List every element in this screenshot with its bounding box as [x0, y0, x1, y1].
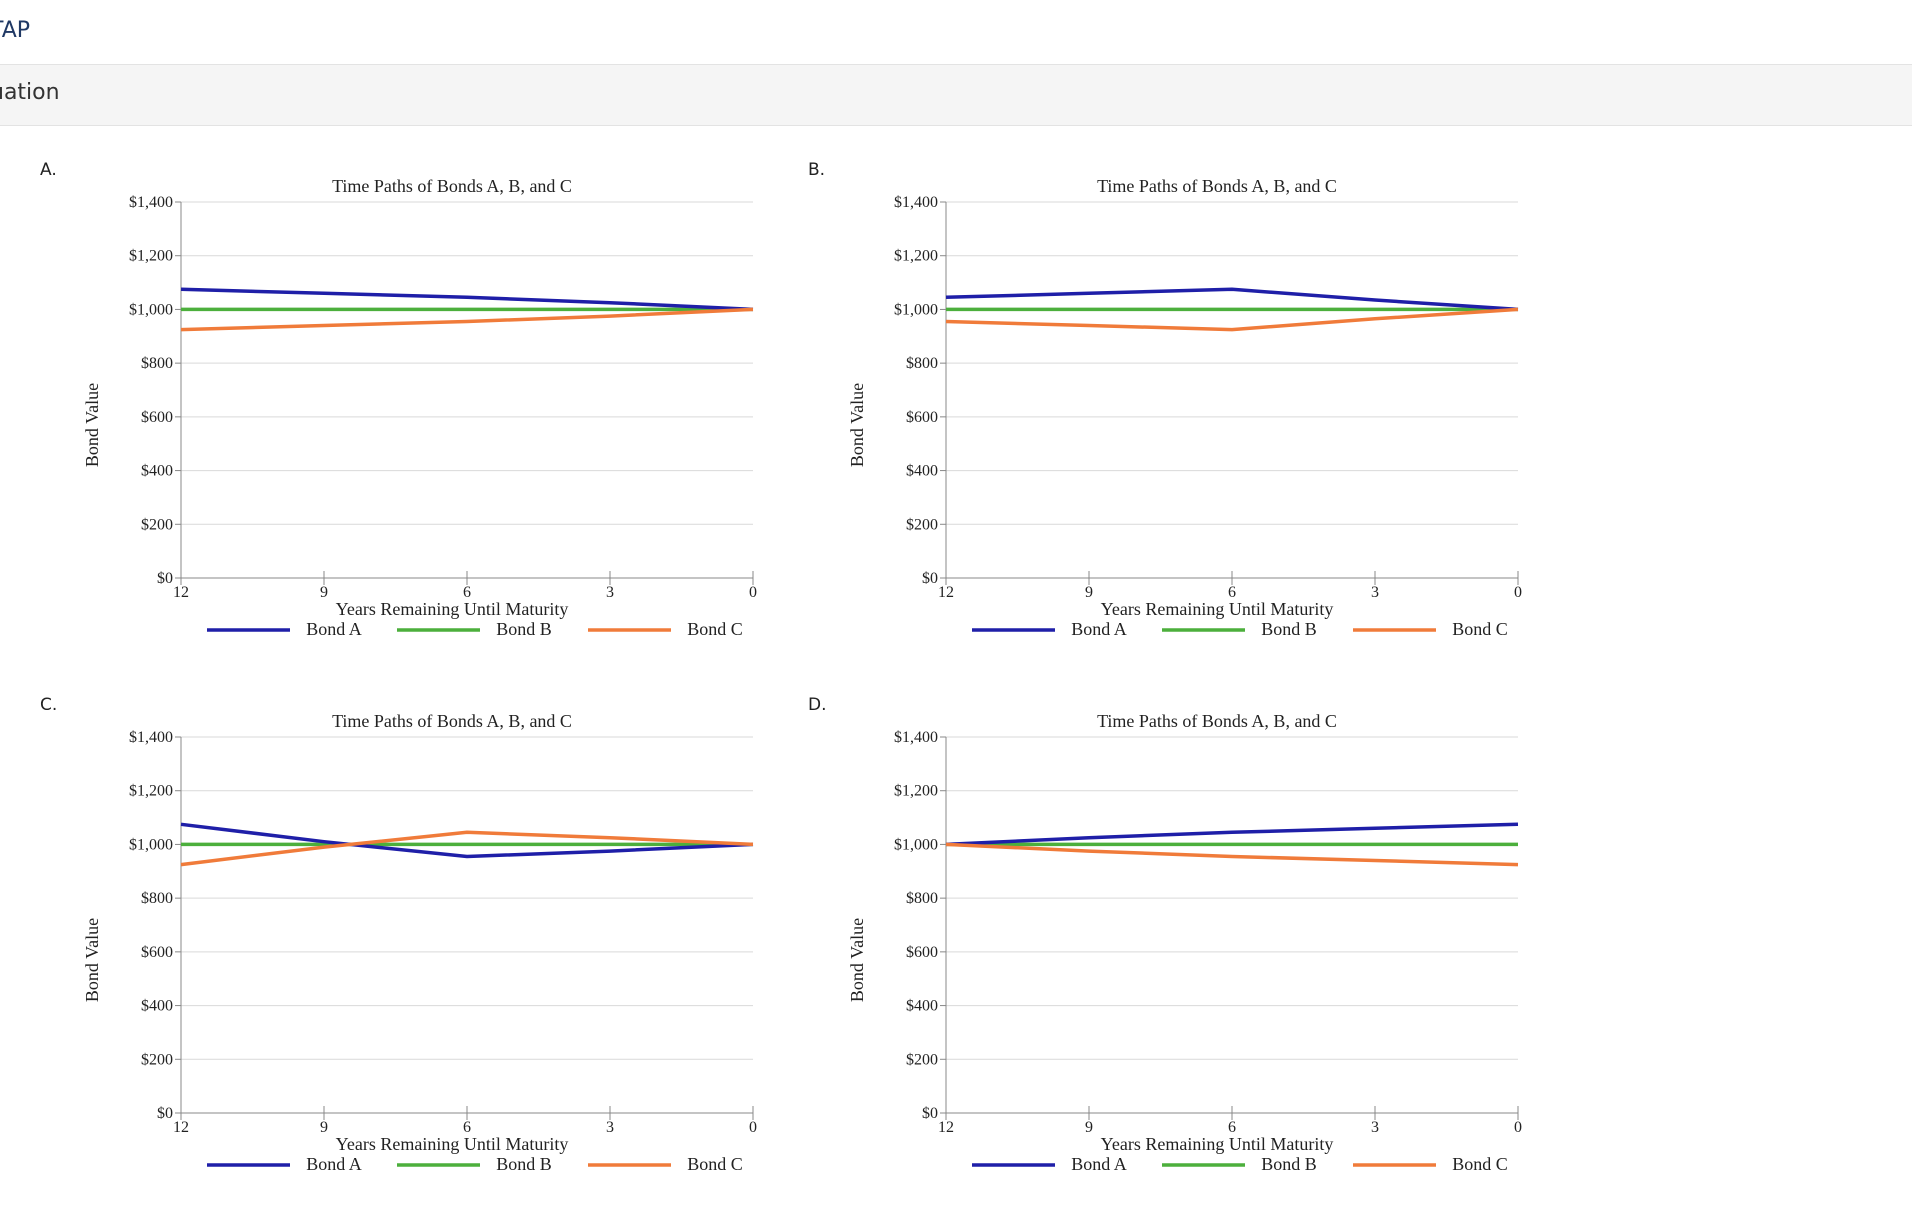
series-line-bond-c — [946, 844, 1518, 864]
y-tick-label: $400 — [906, 463, 938, 480]
y-tick-label: $800 — [141, 890, 173, 907]
series-line-bond-a — [946, 824, 1518, 844]
x-tick-label: 12 — [173, 584, 189, 601]
legend-label: Bond B — [1261, 1154, 1317, 1174]
option-label-c: C. — [40, 695, 57, 715]
legend-label: Bond C — [687, 619, 743, 639]
chart-title: Time Paths of Bonds A, B, and C — [332, 711, 572, 731]
x-tick-label: 0 — [1514, 584, 1522, 601]
chart-title: Time Paths of Bonds A, B, and C — [1097, 176, 1337, 196]
y-tick-label: $1,400 — [129, 194, 173, 211]
x-tick-label: 9 — [1085, 584, 1093, 601]
legend-label: Bond C — [1452, 1154, 1508, 1174]
y-axis-label: Bond Value — [82, 918, 102, 1002]
top-bar: TAP — [0, 0, 1912, 65]
option-label-a: A. — [40, 160, 57, 180]
legend-label: Bond B — [496, 1154, 552, 1174]
y-tick-label: $1,200 — [129, 783, 173, 800]
x-axis-label: Years Remaining Until Maturity — [1101, 599, 1334, 619]
y-tick-label: $0 — [922, 1105, 938, 1122]
y-tick-label: $800 — [906, 890, 938, 907]
x-tick-label: 0 — [1514, 1119, 1522, 1136]
x-tick-label: 3 — [1371, 584, 1379, 601]
x-axis-label: Years Remaining Until Maturity — [1101, 1134, 1334, 1154]
option-label-b: B. — [808, 160, 825, 180]
x-tick-label: 9 — [320, 584, 328, 601]
x-tick-label: 3 — [606, 1119, 614, 1136]
chart-title: Time Paths of Bonds A, B, and C — [332, 176, 572, 196]
x-axis-label: Years Remaining Until Maturity — [336, 599, 569, 619]
y-tick-label: $0 — [157, 1105, 173, 1122]
section-header: uation — [0, 65, 1912, 126]
y-axis-label: Bond Value — [847, 383, 867, 467]
y-tick-label: $400 — [141, 998, 173, 1015]
y-tick-label: $800 — [141, 355, 173, 372]
y-tick-label: $800 — [906, 355, 938, 372]
x-tick-label: 9 — [320, 1119, 328, 1136]
bond-chart-d: Time Paths of Bonds A, B, and C $0 $200 $40… — [845, 700, 1525, 1190]
y-tick-label: $0 — [157, 570, 173, 587]
series-line-bond-a — [946, 289, 1518, 309]
app-title: TAP — [0, 18, 30, 43]
y-tick-label: $1,000 — [894, 301, 938, 318]
y-tick-label: $600 — [141, 944, 173, 961]
y-tick-label: $1,200 — [894, 783, 938, 800]
y-tick-label: $1,000 — [894, 836, 938, 853]
y-axis-label: Bond Value — [847, 918, 867, 1002]
chart-title: Time Paths of Bonds A, B, and C — [1097, 711, 1337, 731]
y-axis-label: Bond Value — [82, 383, 102, 467]
legend-label: Bond A — [306, 1154, 362, 1174]
y-tick-label: $600 — [141, 409, 173, 426]
series-line-bond-a — [181, 289, 753, 309]
x-tick-label: 12 — [938, 584, 954, 601]
y-tick-label: $1,400 — [894, 194, 938, 211]
y-tick-label: $1,400 — [894, 729, 938, 746]
y-tick-label: $1,200 — [894, 248, 938, 265]
option-label-d: D. — [808, 695, 827, 715]
legend-label: Bond A — [306, 619, 362, 639]
x-tick-label: 0 — [749, 584, 757, 601]
series-line-bond-c — [946, 309, 1518, 329]
x-axis-label: Years Remaining Until Maturity — [336, 1134, 569, 1154]
legend-label: Bond A — [1071, 1154, 1127, 1174]
y-tick-label: $200 — [141, 516, 173, 533]
x-tick-label: 12 — [173, 1119, 189, 1136]
x-tick-label: 9 — [1085, 1119, 1093, 1136]
bond-chart-a: Time Paths of Bonds A, B, and C $0 $200 $40… — [80, 165, 760, 655]
x-tick-label: 12 — [938, 1119, 954, 1136]
y-tick-label: $200 — [906, 1051, 938, 1068]
series-line-bond-c — [181, 309, 753, 329]
legend-label: Bond A — [1071, 619, 1127, 639]
y-tick-label: $1,200 — [129, 248, 173, 265]
y-tick-label: $600 — [906, 944, 938, 961]
x-tick-label: 0 — [749, 1119, 757, 1136]
legend-label: Bond C — [687, 1154, 743, 1174]
y-tick-label: $1,400 — [129, 729, 173, 746]
y-tick-label: $0 — [922, 570, 938, 587]
y-tick-label: $400 — [906, 998, 938, 1015]
y-tick-label: $600 — [906, 409, 938, 426]
bond-chart-b: Time Paths of Bonds A, B, and C $0 $200 $40… — [845, 165, 1525, 655]
y-tick-label: $200 — [141, 1051, 173, 1068]
legend-label: Bond C — [1452, 619, 1508, 639]
x-tick-label: 3 — [606, 584, 614, 601]
y-tick-label: $1,000 — [129, 301, 173, 318]
legend-label: Bond B — [496, 619, 552, 639]
x-tick-label: 3 — [1371, 1119, 1379, 1136]
y-tick-label: $400 — [141, 463, 173, 480]
y-tick-label: $1,000 — [129, 836, 173, 853]
y-tick-label: $200 — [906, 516, 938, 533]
legend-label: Bond B — [1261, 619, 1317, 639]
section-title: uation — [0, 80, 60, 105]
bond-chart-c: Time Paths of Bonds A, B, and C $0 $200 $40… — [80, 700, 760, 1190]
